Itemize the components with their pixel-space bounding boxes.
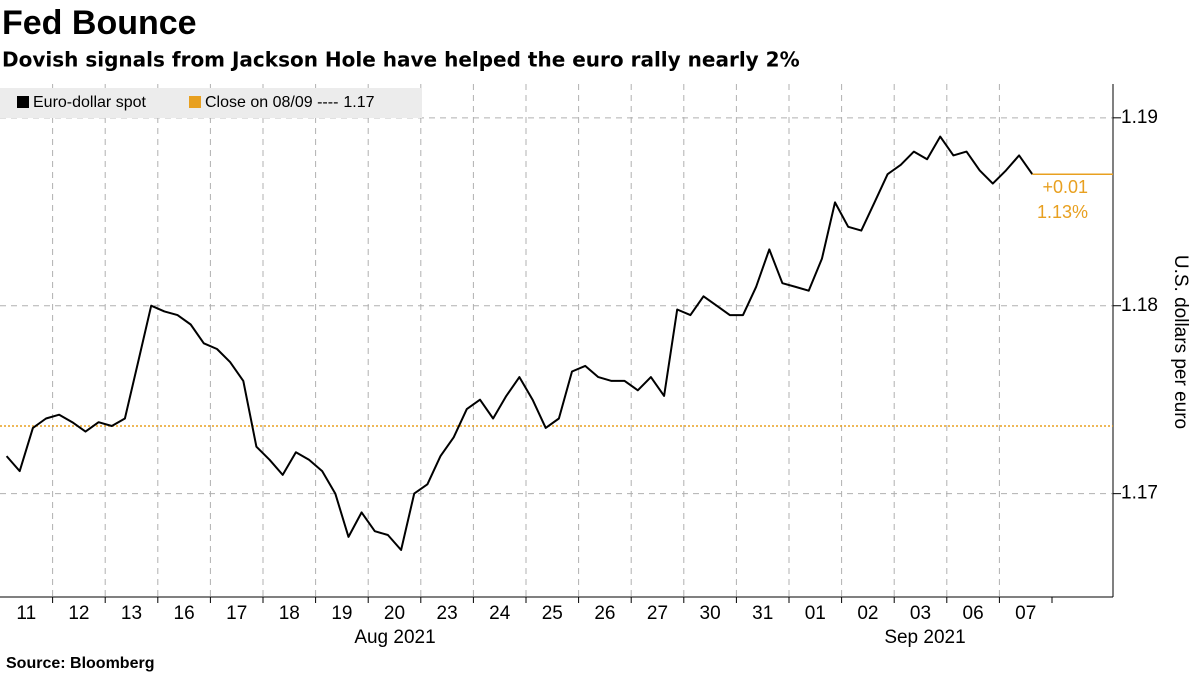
- x-tick-label: 26: [594, 603, 615, 624]
- x-tick-label: 02: [857, 603, 878, 624]
- legend-swatch: [189, 96, 201, 108]
- x-tick-label: 25: [542, 603, 563, 624]
- x-tick-label: 13: [121, 603, 142, 624]
- x-tick-label: 17: [226, 603, 247, 624]
- x-tick-label: 31: [752, 603, 773, 624]
- x-tick-label: 16: [174, 603, 195, 624]
- y-tick-label: 1.18: [1121, 295, 1158, 316]
- legend-label: Euro-dollar spot: [33, 94, 147, 111]
- y-axis-label: U.S. dollars per euro: [1170, 255, 1191, 429]
- x-tick-label: 06: [963, 603, 984, 624]
- legend-label-name: Close on 08/09 ----: [205, 94, 338, 111]
- x-tick-label: 23: [437, 603, 458, 624]
- x-tick-label: 30: [700, 603, 721, 624]
- x-group-label: Sep 2021: [884, 627, 965, 648]
- x-tick-label: 18: [279, 603, 300, 624]
- legend-label-value: 1.17: [343, 94, 374, 111]
- legend-label: Close on 08/09 ---- 1.17: [205, 94, 375, 111]
- y-tick-label: 1.19: [1121, 107, 1158, 128]
- annotation: 1.13%: [1037, 202, 1088, 222]
- x-tick-label: 01: [805, 603, 826, 624]
- legend-background: [0, 88, 422, 118]
- x-tick-label: 03: [910, 603, 931, 624]
- x-tick-label: 19: [331, 603, 352, 624]
- x-tick-label: 11: [16, 603, 36, 624]
- annotation: +0.01: [1042, 177, 1088, 197]
- series-line: [5, 135, 1034, 551]
- legend-swatch: [17, 96, 29, 108]
- chart-title: Fed Bounce: [2, 4, 197, 42]
- x-tick-label: 24: [489, 603, 511, 624]
- x-tick-label: 07: [1015, 603, 1036, 624]
- chart-subtitle: Dovish signals from Jackson Hole have he…: [2, 48, 800, 72]
- x-tick-label: 27: [647, 603, 668, 624]
- x-tick-label: 20: [384, 603, 405, 624]
- x-group-label: Aug 2021: [354, 627, 435, 648]
- x-tick-label: 12: [68, 603, 89, 624]
- y-tick-label: 1.17: [1121, 483, 1158, 504]
- source: Source: Bloomberg: [6, 655, 154, 672]
- legend: Euro-dollar spot Close on 08/09 ---- 1.17: [0, 88, 422, 118]
